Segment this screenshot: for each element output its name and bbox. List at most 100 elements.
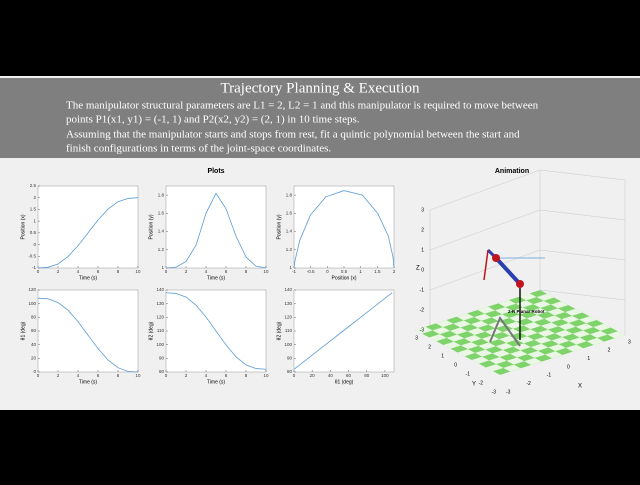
x-tick-label: -0.5 [307,269,315,274]
x-tick-label: -2 [526,381,531,387]
shadow [489,315,521,347]
y-tick-label: 1 [33,218,36,223]
y-tick-label: 40 [31,342,37,347]
y-tick-label: 80 [159,369,165,374]
axis-label: Y [472,382,476,388]
axes [293,289,395,373]
axes [37,185,139,269]
text-line: finish configurations in terms of the jo… [66,143,331,155]
y-axis-label: Position (y) [276,214,282,239]
x-tick-label: 4 [205,373,208,378]
x-axis-label: θ1 (deg) [335,379,354,385]
y-tick-label: 100 [156,342,164,347]
y-tick-label: 100 [284,342,292,347]
x-tick-label: 1.5 [374,269,381,274]
y-tick-label: 0 [454,362,457,368]
subplot: -1 -0.5 0 0.5 1 1.5 2 1 1.2 1.4 1.6 1.8 Position (x)… [276,185,396,281]
y-tick-label: 80 [31,315,37,320]
x-tick-label: 0 [293,373,296,378]
y-axis-label: θ2 (deg) [276,321,282,340]
x-tick-label: 0 [165,269,168,274]
y-tick-label: 1.5 [30,207,37,212]
z-tick-label: 3 [421,207,424,213]
line [165,192,267,269]
y-tick-label: -1 [466,371,471,377]
x-tick-label: 0 [37,269,40,274]
y-tick-label: 1.2 [286,247,293,252]
z-tick-label: -1 [420,287,425,293]
y-tick-label: 1.2 [158,247,165,252]
y-tick-label: 1 [441,353,444,359]
x-axis-label: Time (s) [207,275,225,281]
line [37,197,139,269]
x-tick-label: 10 [135,373,141,378]
y-tick-label: 1.4 [286,229,293,234]
x-tick-label: 2 [608,348,611,354]
z-tick-label: 2 [421,227,424,233]
y-tick-label: 90 [287,356,293,361]
x-tick-label: 2 [57,269,60,274]
joint [516,280,524,288]
y-tick-label: 1 [161,265,164,270]
text-line: The manipulator structural parameters ar… [66,100,539,112]
end-effector [483,249,489,281]
y-tick-label: 1.8 [286,192,293,197]
x-tick-label: 100 [381,373,389,378]
text-line: Assuming that the manipulator starts and… [66,129,520,141]
y-tick-label: 90 [159,356,165,361]
axis-label: Z [416,266,420,272]
x-tick-label: 8 [245,373,248,378]
x-tick-label: 10 [263,373,269,378]
y-tick-label: 80 [287,369,293,374]
y-tick-label: 2 [33,195,36,200]
x-tick-label: 0 [567,364,570,370]
x-tick-label: 2 [393,269,396,274]
wireframe [429,169,626,335]
x-tick-label: -3 [506,389,511,395]
x-tick-label: 80 [364,373,370,378]
y-tick-label: -3 [492,389,497,395]
subplot: 0 2 4 6 8 10 1 1.2 1.4 1.6 1.8 Time (s) Position (y) [148,185,269,281]
x-tick-label: 8 [245,269,248,274]
y-tick-label: 140 [156,287,164,292]
x-tick-label: 8 [117,269,120,274]
plots-title: Plots [207,168,224,175]
axes [37,289,139,373]
grid-line [539,249,626,261]
y-tick-label: 100 [28,301,36,306]
joint [492,254,500,262]
x-tick-label: 4 [77,373,80,378]
x-tick-label: 6 [97,373,100,378]
z-tick-label: 1 [421,247,424,253]
y-tick-label: 110 [285,328,293,333]
y-tick-label: 2.5 [30,183,37,188]
x-tick-label: 0 [165,373,168,378]
x-tick-label: 10 [263,269,269,274]
x-tick-label: 1 [359,269,362,274]
text-line: points P1(x1, y1) = (-1, 1) and P2(x2, y… [66,114,360,126]
line [37,297,139,373]
x-axis-label: Time (s) [207,379,225,385]
x-tick-label: -1 [547,373,552,379]
x-tick-label: 2 [57,373,60,378]
y-tick-label: 60 [31,328,37,333]
banner [0,78,640,158]
x-tick-label: 20 [310,373,316,378]
z-tick-label: -3 [420,327,425,333]
x-tick-label: 1 [587,356,590,362]
x-tick-label: 10 [135,269,141,274]
line [293,190,395,269]
link-1 [494,256,522,286]
grid-line [539,289,626,301]
y-tick-label: 140 [284,287,292,292]
x-tick-label: 4 [205,269,208,274]
y-tick-label: 120 [28,287,36,292]
x-tick-label: 8 [117,373,120,378]
x-tick-label: 0 [326,269,329,274]
axes [293,185,395,269]
